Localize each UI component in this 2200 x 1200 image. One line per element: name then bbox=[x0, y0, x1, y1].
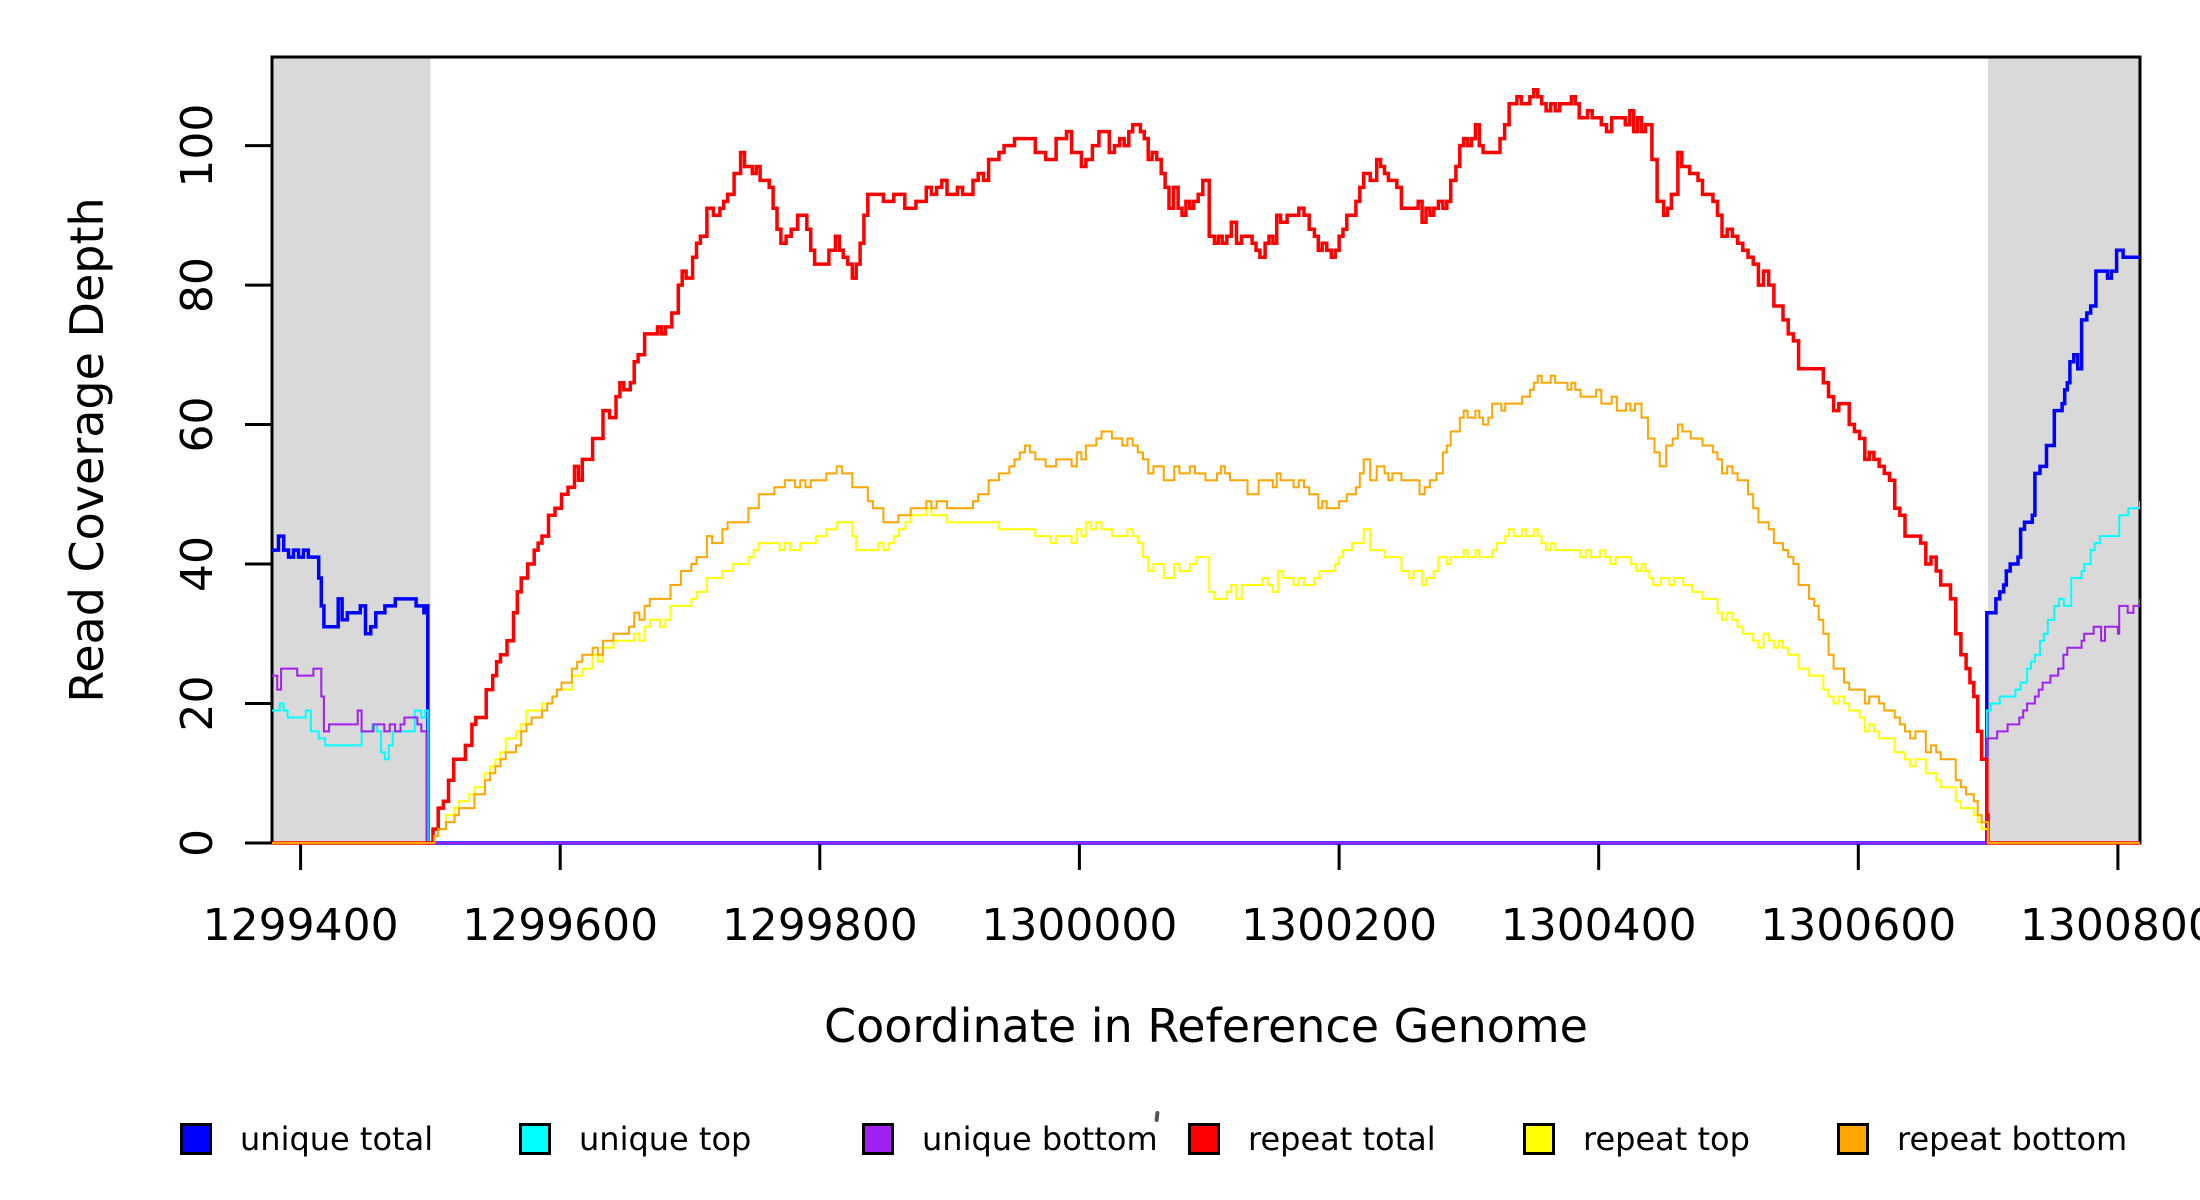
series-unique-total-line bbox=[272, 248, 2140, 845]
series-lines bbox=[272, 88, 2140, 845]
shaded-region-right-flank bbox=[1988, 57, 2140, 843]
x-tick-label: 1299800 bbox=[722, 900, 918, 951]
y-tick-label: 100 bbox=[172, 104, 223, 188]
x-tick-label: 1300400 bbox=[1501, 900, 1697, 951]
x-tick-label: 1300800 bbox=[2020, 900, 2200, 951]
x-tick-label: 1300200 bbox=[1241, 900, 1437, 951]
y-tick-label: 40 bbox=[172, 536, 223, 592]
axes: 1299400 1299600 1299800 1300000 1300200 13004… bbox=[172, 104, 2200, 951]
series-repeat-top-line bbox=[272, 507, 2140, 844]
y-tick-label: 60 bbox=[172, 397, 223, 453]
shaded-regions bbox=[272, 57, 2140, 843]
plot-border bbox=[270, 55, 2142, 845]
y-tick-label: 0 bbox=[172, 829, 223, 857]
x-tick-label: 1299400 bbox=[203, 900, 399, 951]
x-tick-label: 1299600 bbox=[462, 900, 658, 951]
x-tick-label: 1300600 bbox=[1760, 900, 1956, 951]
y-tick-label: 20 bbox=[172, 676, 223, 732]
x-tick-label: 1300000 bbox=[981, 900, 1177, 951]
x-axis-title: Coordinate in Reference Genome bbox=[824, 999, 1588, 1053]
shaded-region-left-flank bbox=[272, 57, 431, 843]
series-repeat-bottom-line bbox=[272, 374, 2140, 844]
y-tick-label: 80 bbox=[172, 257, 223, 313]
y-axis-title: Read Coverage Depth bbox=[60, 197, 114, 702]
series-unique-top-line bbox=[272, 501, 2140, 844]
series-unique-bottom-line bbox=[272, 598, 2140, 844]
series-repeat-total-line bbox=[272, 88, 2140, 845]
